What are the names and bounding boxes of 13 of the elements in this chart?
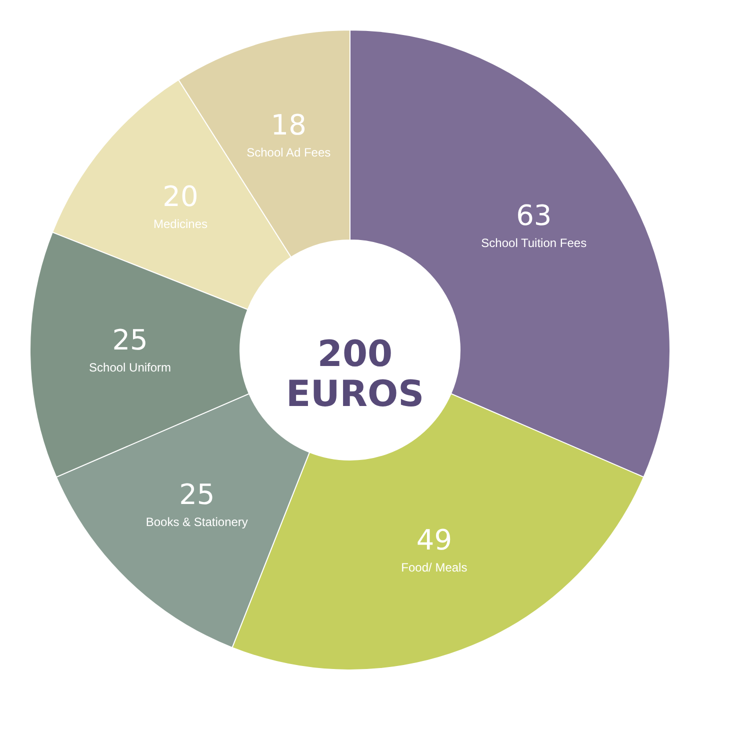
data-label: 25 bbox=[112, 323, 148, 356]
data-label: 49 bbox=[416, 523, 452, 556]
data-label: 18 bbox=[270, 108, 306, 142]
data-label: 20 bbox=[162, 180, 198, 213]
data-label: 63 bbox=[516, 199, 552, 232]
slice-label: School Ad Fees bbox=[246, 146, 331, 160]
text: 200 EUROS bbox=[286, 334, 424, 415]
slice-label: School Uniform bbox=[89, 360, 172, 374]
slice-label: Medicines bbox=[153, 216, 208, 231]
data-label: 25 bbox=[179, 478, 215, 511]
slice-label: Books & Stationery bbox=[146, 514, 248, 529]
slice-label: School Tuition Fees bbox=[481, 236, 587, 250]
slice-label: Food/ Meals bbox=[401, 560, 468, 574]
